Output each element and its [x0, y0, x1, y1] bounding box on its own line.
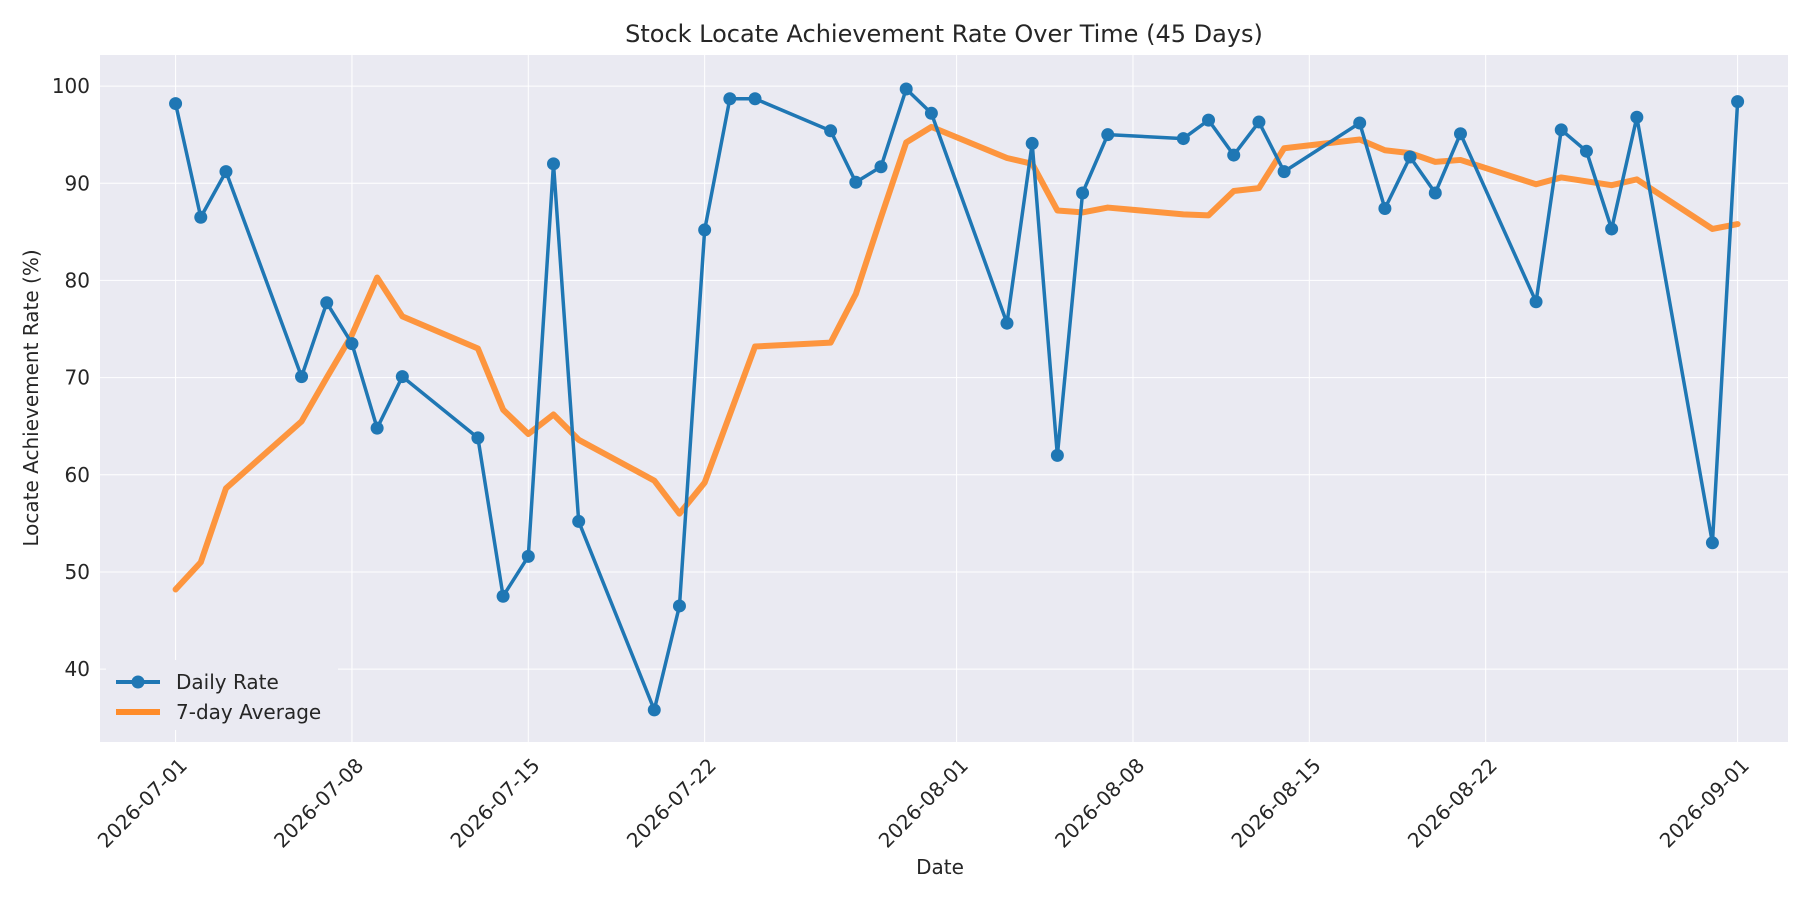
daily-rate-point — [320, 296, 334, 310]
daily-rate-point — [1554, 123, 1568, 137]
y-tick-label: 100 — [52, 74, 90, 98]
daily-rate-point — [1252, 115, 1266, 129]
chart-title: Stock Locate Achievement Rate Over Time … — [625, 20, 1263, 48]
daily-rate-point — [824, 124, 838, 138]
daily-rate-point — [1076, 186, 1090, 200]
daily-rate-point — [1000, 316, 1014, 330]
daily-rate-point — [1101, 128, 1115, 142]
daily-rate-point — [546, 157, 560, 171]
legend-box — [106, 660, 338, 730]
series-layer — [169, 82, 1745, 717]
seven-day-average-line — [172, 123, 1741, 593]
y-tick-label: 50 — [65, 560, 90, 584]
daily-rate-point — [1227, 148, 1241, 162]
daily-rate-point — [1731, 95, 1745, 109]
daily-rate-point — [647, 703, 661, 717]
daily-rate-point — [1025, 136, 1039, 150]
daily-rate-point — [1579, 144, 1593, 158]
grid — [100, 55, 1788, 742]
daily-rate-point — [1605, 222, 1619, 236]
legend-daily-rate-label: Daily Rate — [176, 670, 279, 694]
daily-rate-point — [471, 431, 485, 445]
daily-rate-point — [723, 92, 737, 106]
x-axis-label: Date — [916, 855, 964, 879]
daily-rate-point — [1050, 448, 1064, 462]
daily-rate-point — [849, 175, 863, 189]
daily-rate-point — [672, 599, 686, 613]
daily-rate-point — [194, 210, 208, 224]
daily-rate-point — [496, 589, 510, 603]
daily-rate-point — [1428, 186, 1442, 200]
daily-rate-point — [899, 82, 913, 96]
y-tick-label: 80 — [65, 268, 90, 292]
daily-rate-point — [1176, 132, 1190, 146]
daily-rate-point — [1277, 165, 1291, 179]
daily-rate-point — [370, 421, 384, 435]
y-tick-label: 60 — [65, 463, 90, 487]
y-tick-label: 70 — [65, 366, 90, 390]
daily-rate-point — [345, 337, 359, 351]
daily-rate-point — [698, 223, 712, 237]
daily-rate-point — [169, 97, 183, 111]
daily-rate-point — [1705, 536, 1719, 550]
daily-rate-point — [1353, 116, 1367, 130]
daily-rate-point — [219, 165, 233, 179]
y-tick-label: 90 — [65, 171, 90, 195]
plot-area — [100, 55, 1788, 742]
daily-rate-point — [395, 370, 409, 384]
legend-daily-rate-marker — [131, 675, 145, 689]
daily-rate-point — [1630, 110, 1644, 124]
daily-rate-point — [874, 160, 888, 174]
legend-7-day-average-label: 7-day Average — [176, 700, 321, 724]
daily-rate-point — [572, 514, 586, 528]
legend: Daily Rate 7-day Average — [106, 660, 338, 730]
y-tick-label: 40 — [65, 657, 90, 681]
daily-rate-point — [1453, 127, 1467, 141]
daily-rate-point — [748, 92, 762, 106]
daily-rate-point — [1378, 202, 1392, 216]
daily-rate-point — [521, 549, 535, 563]
daily-rate-point — [924, 106, 938, 120]
daily-rate-point — [1403, 150, 1417, 164]
daily-rate-point — [1202, 113, 1216, 127]
daily-rate-point — [295, 370, 309, 384]
y-axis-label: Locate Achievement Rate (%) — [19, 249, 43, 546]
daily-rate-point — [1529, 295, 1543, 309]
